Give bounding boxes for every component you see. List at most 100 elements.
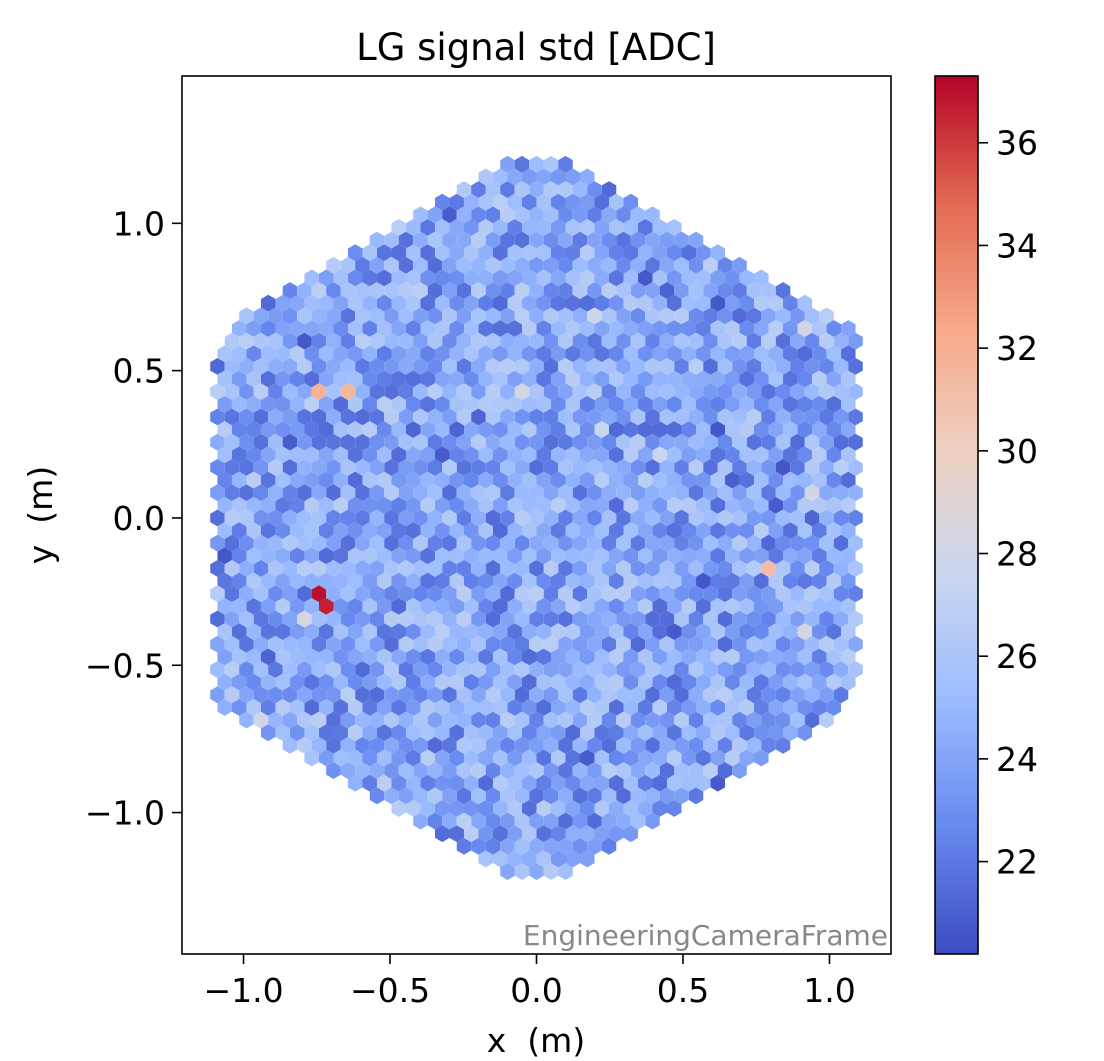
camera-pixel — [601, 560, 617, 577]
camera-pixel — [246, 345, 261, 363]
camera-pixel — [768, 294, 784, 312]
camera-pixel — [260, 547, 276, 565]
camera-pixel — [318, 572, 334, 590]
camera-pixel — [500, 433, 515, 451]
camera-pixel — [376, 345, 392, 363]
camera-pixel — [282, 307, 298, 325]
camera-pixel — [420, 244, 435, 262]
camera-pixel — [340, 711, 356, 729]
camera-pixel — [333, 648, 348, 666]
camera-pixel — [413, 610, 428, 628]
camera-pixel — [362, 724, 377, 742]
camera-pixel — [398, 459, 414, 476]
camera-pixel — [645, 408, 660, 426]
camera-pixel — [355, 661, 370, 678]
camera-pixel — [246, 446, 261, 464]
camera-pixel — [819, 585, 834, 603]
camera-pixel — [362, 597, 377, 615]
camera-pixel — [652, 244, 668, 262]
camera-pixel — [804, 560, 820, 577]
camera-pixel — [492, 269, 508, 287]
camera-pixel — [522, 825, 537, 843]
camera-pixel — [442, 383, 457, 401]
camera-pixel — [391, 496, 406, 514]
camera-pixel — [362, 471, 377, 489]
x-tick-label: −0.5 — [350, 971, 430, 1010]
camera-pixel — [674, 256, 689, 274]
camera-pixel — [652, 446, 668, 464]
camera-pixel — [587, 585, 602, 603]
camera-pixel — [340, 610, 356, 628]
camera-pixel — [732, 433, 747, 451]
camera-pixel — [630, 661, 646, 678]
camera-pixel — [355, 560, 370, 577]
camera-pixel — [819, 484, 834, 502]
camera-pixel — [761, 408, 776, 426]
camera-pixel — [347, 597, 363, 615]
camera-pixel — [551, 698, 566, 716]
camera-pixel — [500, 711, 515, 729]
camera-pixel — [471, 282, 486, 300]
camera-pixel — [304, 572, 319, 590]
camera-pixel — [369, 459, 385, 476]
camera-pixel — [492, 522, 508, 539]
camera-pixel — [797, 673, 813, 691]
camera-pixel — [260, 471, 276, 489]
camera-pixel — [471, 357, 486, 375]
camera-pixel — [739, 294, 755, 312]
camera-pixel — [783, 345, 798, 363]
camera-pixel — [253, 711, 269, 729]
camera-pixel — [507, 648, 522, 666]
camera-pixel — [456, 686, 472, 704]
camera-pixel — [413, 585, 428, 603]
camera-pixel — [427, 661, 443, 678]
camera-pixel — [478, 446, 493, 464]
camera-pixel — [442, 282, 457, 300]
camera-pixel — [268, 610, 283, 628]
camera-pixel — [725, 724, 740, 742]
camera-pixel — [696, 572, 711, 590]
camera-pixel — [812, 597, 827, 615]
camera-pixel — [449, 320, 464, 337]
camera-pixel — [347, 572, 363, 590]
camera-pixel — [456, 459, 472, 476]
camera-pixel — [746, 585, 762, 603]
camera-pixel — [333, 572, 348, 590]
camera-pixel — [812, 370, 827, 388]
camera-pixel — [427, 231, 443, 249]
camera-pixel — [478, 800, 493, 817]
camera-pixel — [311, 282, 327, 300]
camera-pixel — [674, 661, 689, 678]
camera-pixel — [507, 800, 522, 817]
camera-pixel — [384, 357, 399, 375]
camera-pixel — [819, 711, 834, 729]
camera-pixel — [522, 547, 537, 565]
camera-pixel — [231, 673, 247, 691]
camera-pixel — [260, 370, 276, 388]
x-tick-label: 0.0 — [510, 971, 562, 1010]
camera-pixel — [797, 320, 813, 337]
camera-pixel — [790, 585, 805, 603]
camera-pixel — [326, 736, 341, 754]
camera-pixel — [688, 610, 704, 628]
camera-pixel — [768, 572, 784, 590]
camera-pixel — [442, 206, 457, 224]
camera-pixel — [565, 698, 581, 716]
camera-pixel — [725, 269, 740, 287]
camera-pixel — [775, 459, 791, 476]
camera-pixel — [529, 610, 544, 628]
camera-pixel — [275, 421, 290, 438]
camera-pixel — [558, 282, 573, 300]
camera-pixel — [522, 800, 537, 817]
camera-pixel — [405, 320, 421, 337]
camera-pixel — [797, 572, 813, 590]
camera-pixel — [246, 597, 261, 615]
camera-pixel — [812, 623, 827, 641]
camera-pixel — [268, 433, 283, 451]
camera-pixel — [754, 395, 769, 413]
y-tick-label: −1.0 — [85, 794, 165, 833]
camera-pixel — [580, 269, 595, 287]
camera-pixel — [268, 711, 283, 729]
camera-pixel — [289, 395, 305, 413]
camera-pixel — [790, 357, 805, 375]
